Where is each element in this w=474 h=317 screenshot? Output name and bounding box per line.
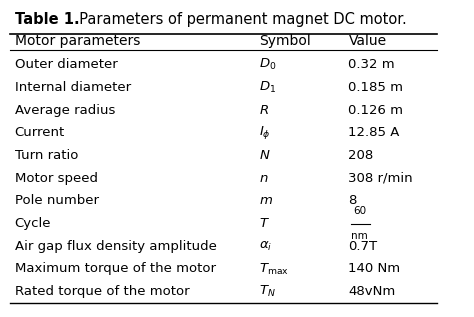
Text: Maximum torque of the motor: Maximum torque of the motor xyxy=(15,262,216,275)
Text: Current: Current xyxy=(15,126,65,139)
Text: $D_1$: $D_1$ xyxy=(259,80,277,95)
Text: $T$: $T$ xyxy=(259,217,270,230)
Text: Motor parameters: Motor parameters xyxy=(15,34,140,48)
Text: 308 r/min: 308 r/min xyxy=(348,171,413,184)
Text: Outer diameter: Outer diameter xyxy=(15,58,118,71)
Text: 140 Nm: 140 Nm xyxy=(348,262,401,275)
Text: 0.7T: 0.7T xyxy=(348,240,377,253)
Text: 48vNm: 48vNm xyxy=(348,285,396,298)
Text: $m$: $m$ xyxy=(259,194,273,207)
Text: Parameters of permanent magnet DC motor.: Parameters of permanent magnet DC motor. xyxy=(70,12,407,27)
Text: $n$: $n$ xyxy=(259,171,269,184)
Text: $N$: $N$ xyxy=(259,149,271,162)
Text: Average radius: Average radius xyxy=(15,104,115,117)
Text: $D_0$: $D_0$ xyxy=(259,57,277,72)
Text: Rated torque of the motor: Rated torque of the motor xyxy=(15,285,189,298)
Text: $T_{\mathrm{max}}$: $T_{\mathrm{max}}$ xyxy=(259,262,290,276)
Text: Motor speed: Motor speed xyxy=(15,171,98,184)
Text: 12.85 A: 12.85 A xyxy=(348,126,400,139)
Text: 0.126 m: 0.126 m xyxy=(348,104,403,117)
Text: 8: 8 xyxy=(348,194,357,207)
Text: 0.32 m: 0.32 m xyxy=(348,58,395,71)
Text: $I_\phi$: $I_\phi$ xyxy=(259,124,271,141)
Text: $T_N$: $T_N$ xyxy=(259,284,276,299)
Text: nm: nm xyxy=(351,231,368,242)
Text: 60: 60 xyxy=(353,206,366,216)
Text: Table 1.: Table 1. xyxy=(15,12,79,27)
Text: Pole number: Pole number xyxy=(15,194,99,207)
Text: Symbol: Symbol xyxy=(259,34,311,48)
Text: Turn ratio: Turn ratio xyxy=(15,149,78,162)
Text: 208: 208 xyxy=(348,149,374,162)
Text: 0.185 m: 0.185 m xyxy=(348,81,403,94)
Text: Value: Value xyxy=(348,34,386,48)
Text: Cycle: Cycle xyxy=(15,217,51,230)
Text: Internal diameter: Internal diameter xyxy=(15,81,131,94)
Text: Air gap flux density amplitude: Air gap flux density amplitude xyxy=(15,240,217,253)
Text: $\alpha_i$: $\alpha_i$ xyxy=(259,240,273,253)
Text: $R$: $R$ xyxy=(259,104,269,117)
